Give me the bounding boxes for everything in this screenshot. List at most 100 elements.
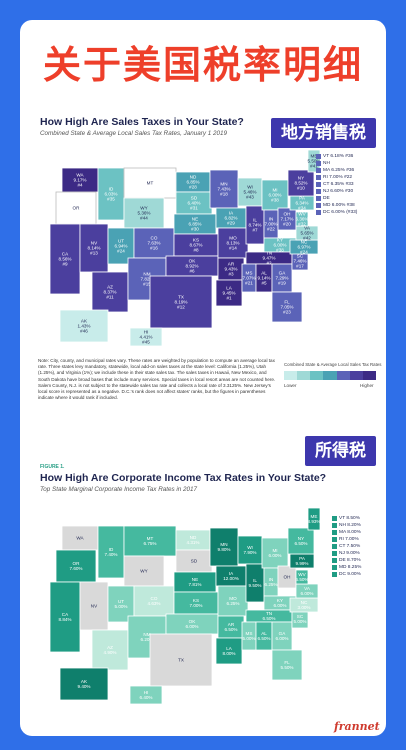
state-mt: [123, 167, 177, 199]
small-state-ri: RI 7.00% #22: [316, 175, 384, 181]
state-label-la: LA: [226, 646, 233, 651]
state-label-me: 5.50%: [307, 159, 320, 164]
state-label-wy: WY: [140, 206, 147, 211]
state-label-ms: 5.00%: [242, 636, 255, 641]
state-label-ak: AK: [81, 319, 88, 324]
state-label-ak: 9.40%: [77, 684, 90, 689]
state-label-oh: OH: [284, 212, 291, 217]
state-label-ca: 8.84%: [58, 617, 71, 622]
state-label-ok: #6: [189, 269, 195, 274]
state-label-nm: NM: [143, 632, 150, 637]
state-label-ny: NY: [298, 536, 304, 541]
state-co: [133, 585, 175, 617]
state-label-ks: 8.67%: [189, 243, 202, 248]
state-label-fl: 5.50%: [280, 665, 293, 670]
state-label-ks: #8: [193, 248, 199, 253]
state-label-wy: #44: [140, 216, 148, 221]
legend-swatch: [362, 371, 376, 380]
state-label-id: ID: [109, 547, 114, 552]
state-label-ak: 1.43%: [77, 324, 90, 329]
legend-swatch: [297, 371, 311, 380]
state-label-in: #22: [267, 227, 275, 232]
state-label-nd: ND: [190, 535, 197, 540]
small-state-text: RI 7.00% #22: [323, 175, 353, 180]
state-or: [55, 191, 97, 225]
state-label-ia: 12.00%: [223, 576, 239, 581]
small-state-text: MD 6.00% #38: [323, 203, 355, 208]
small-state-swatch: [332, 530, 337, 535]
state-label-ca: CA: [62, 252, 69, 257]
state-ak: [59, 309, 109, 343]
content-card: 关于美国税率明细 How High Are Sales Taxes in You…: [20, 20, 386, 736]
state-fl: [271, 291, 303, 323]
state-label-ny: #10: [297, 186, 305, 191]
state-label-al: AL: [261, 271, 267, 276]
state-label-ny: 8.52%: [294, 181, 307, 186]
state-label-sd: 6.40%: [187, 201, 200, 206]
state-label-ny: 6.50%: [294, 541, 307, 546]
small-state-swatch: [332, 516, 337, 521]
sales-small-states: VT 6.18% #36 NH MA 6.25% #36 RI 7.00% #22 CT…: [316, 154, 384, 217]
state-wy: [123, 555, 165, 587]
small-state-text: RI 7.00%: [339, 537, 359, 542]
state-label-in: 6.25%: [264, 582, 277, 587]
small-state-vt: VT 8.50%: [332, 516, 384, 522]
figure-label: FIGURE 1.: [40, 464, 65, 470]
state-label-ar: #3: [228, 272, 234, 277]
state-label-az: 4.90%: [103, 650, 116, 655]
small-state-swatch: [316, 161, 321, 166]
state-id: [97, 525, 125, 579]
state-label-az: AZ: [107, 285, 113, 290]
state-label-tn: 6.50%: [262, 616, 275, 621]
small-state-de: DE: [316, 196, 384, 202]
corp-small-states: VT 8.50% NH 8.20% MA 8.00% RI 7.00% CT 7.50%…: [332, 516, 384, 579]
sales-legend-title: Combined State & Average Local Sales Tax…: [284, 362, 382, 367]
state-label-wi: #43: [246, 195, 254, 200]
small-state-text: NJ 9.00%: [339, 551, 360, 556]
small-state-nh: NH 8.20%: [332, 523, 384, 529]
state-label-nd: #28: [189, 185, 197, 190]
small-state-md: MD 6.00% #38: [316, 203, 384, 209]
income-tax-tag: 所得税: [305, 436, 376, 466]
small-state-swatch: [316, 175, 321, 180]
small-state-dc: DC 6.00% (#33): [316, 210, 384, 216]
state-la: [215, 637, 243, 665]
state-label-ms: #21: [245, 281, 253, 286]
corp-map-title: How High Are Corporate Income Tax Rates …: [40, 472, 327, 484]
small-state-text: DC 6.00% (#33): [323, 210, 358, 215]
state-hi: [129, 685, 163, 705]
state-label-fl: 7.05%: [280, 305, 293, 310]
state-label-il: IL: [253, 578, 257, 583]
state-label-va: VA: [304, 586, 311, 591]
state-label-ar: 9.43%: [224, 267, 237, 272]
small-state-ct: CT 7.50%: [332, 544, 384, 550]
state-label-al: 9.14%: [257, 276, 270, 281]
state-label-co: 7.63%: [147, 241, 160, 246]
state-label-in: IN: [269, 577, 274, 582]
state-label-al: #5: [261, 281, 267, 286]
state-tx: [149, 633, 213, 687]
state-ca: [49, 223, 81, 295]
state-label-ne: #30: [191, 227, 199, 232]
state-label-sc: 7.46%: [293, 259, 306, 264]
state-label-va: 6.00%: [300, 591, 313, 596]
state-label-co: CO: [151, 236, 158, 241]
state-label-or: 7.60%: [69, 566, 82, 571]
state-label-wv: 6.36%: [295, 217, 308, 222]
state-label-ut: 6.94%: [114, 244, 127, 249]
state-label-mt: MT: [147, 181, 154, 186]
state-label-co: #16: [150, 246, 158, 251]
state-label-va: 5.65%: [300, 231, 313, 236]
small-state-swatch: [332, 523, 337, 528]
small-state-de: DE 8.70%: [332, 558, 384, 564]
sales-tax-map: WA9.17%#4ORCA8.56%#9NV8.14%#13ID6.03%#35…: [49, 149, 320, 347]
legend-swatch: [336, 371, 350, 380]
small-state-vt: VT 6.18% #36: [316, 154, 384, 160]
state-label-nc: 3.00%: [297, 605, 310, 610]
small-state-text: DE 8.70%: [339, 558, 361, 563]
state-label-tx: TX: [178, 295, 184, 300]
corp-map-subtitle: Top State Marginal Corporate Income Tax …: [40, 486, 198, 493]
state-label-wv: #32: [298, 222, 306, 227]
small-state-swatch: [332, 544, 337, 549]
small-state-swatch: [332, 551, 337, 556]
